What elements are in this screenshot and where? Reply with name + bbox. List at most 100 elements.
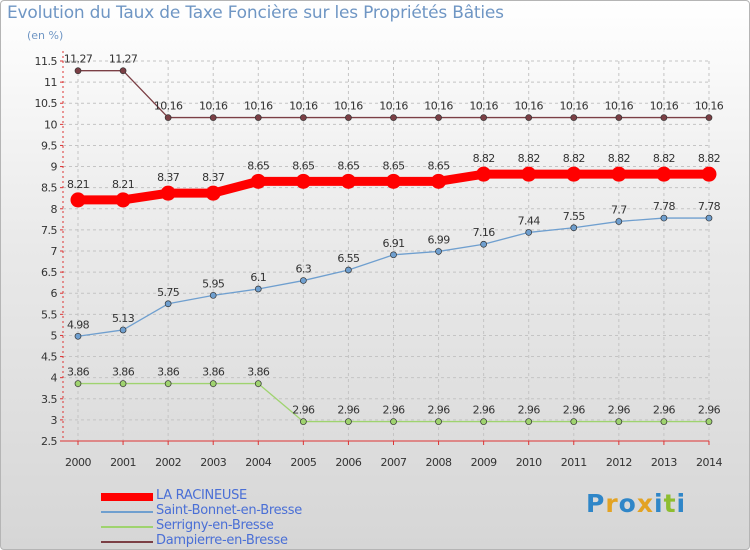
data-label: 10.16 (514, 100, 543, 113)
legend-swatch (101, 541, 153, 543)
data-label: 3.86 (202, 366, 225, 379)
data-label: 8.65 (292, 159, 315, 172)
data-label: 8.82 (653, 152, 675, 165)
data-label: 10.16 (605, 100, 634, 113)
data-label: 10.16 (424, 100, 453, 113)
data-label: 8.82 (473, 152, 495, 165)
data-label: 7.78 (698, 200, 721, 213)
y-tick-label: 6 (51, 287, 58, 300)
y-tick-label: 3.5 (41, 393, 57, 406)
data-point (525, 229, 533, 236)
data-point (615, 114, 623, 121)
data-point (345, 114, 352, 121)
data-point (525, 418, 533, 425)
data-label: 8.65 (337, 159, 360, 172)
data-point (611, 166, 627, 182)
data-point (521, 166, 537, 182)
data-label: 8.37 (157, 171, 180, 184)
data-point (254, 114, 262, 121)
data-label: 10.16 (154, 100, 183, 113)
data-label: 6.91 (382, 237, 404, 250)
data-label: 10.16 (289, 100, 318, 113)
data-label: 10.16 (334, 100, 363, 113)
data-label: 8.65 (428, 159, 451, 172)
data-point (480, 240, 487, 248)
data-label: 10.16 (244, 100, 273, 113)
legend-swatch (101, 511, 153, 513)
y-tick-label: 10.5 (35, 97, 58, 110)
data-label: 3.86 (112, 366, 135, 379)
legend-label: Serrigny-en-Bresse (156, 518, 274, 533)
data-label: 7.44 (518, 214, 541, 227)
data-label: 3.86 (157, 366, 180, 379)
data-label: 10.16 (199, 100, 228, 113)
data-point (160, 185, 176, 201)
data-point (701, 166, 717, 182)
data-label: 2.96 (518, 404, 541, 417)
data-point (390, 418, 397, 425)
data-point (250, 173, 266, 189)
data-point (660, 418, 668, 425)
x-tick-label: 2009 (471, 456, 497, 469)
x-tick-label: 2014 (696, 456, 722, 469)
data-point (164, 300, 172, 308)
data-point (570, 224, 578, 232)
y-tick-label: 9 (51, 161, 58, 174)
x-tick-label: 2000 (65, 456, 91, 469)
data-point (209, 291, 217, 299)
data-point (431, 173, 447, 189)
data-point (300, 277, 307, 284)
data-point (340, 173, 356, 189)
y-tick-label: 8 (51, 203, 58, 216)
y-tick-label: 6.5 (41, 266, 57, 279)
y-tick-label: 8.5 (41, 182, 57, 195)
legend-label: LA RACINEUSE (156, 488, 247, 503)
data-point (115, 192, 131, 208)
data-point (480, 418, 487, 425)
data-point (570, 114, 578, 121)
data-label: 8.37 (202, 171, 225, 184)
data-label: 11.27 (109, 53, 138, 66)
data-point (205, 185, 221, 201)
data-point (705, 418, 713, 425)
data-point (435, 248, 442, 255)
data-label: 5.13 (112, 312, 135, 325)
data-point (209, 380, 217, 387)
data-point (660, 214, 668, 222)
data-label: 2.96 (382, 404, 405, 417)
y-tick-label: 2.5 (41, 435, 57, 448)
data-label: 8.65 (247, 159, 270, 172)
data-point (295, 173, 311, 189)
data-label: 8.65 (382, 159, 405, 172)
y-tick-label: 7.5 (41, 224, 57, 237)
y-tick-label: 7 (51, 245, 58, 258)
data-point (74, 380, 82, 387)
data-label: 7.55 (563, 210, 586, 223)
data-label: 6.55 (337, 252, 360, 265)
data-point (390, 251, 397, 259)
legend-label: Dampierre-en-Bresse (156, 533, 288, 548)
data-label: 2.96 (563, 404, 586, 417)
data-label: 3.86 (67, 366, 90, 379)
data-point (435, 114, 442, 121)
y-tick-label: 4.5 (41, 351, 57, 364)
x-tick-label: 2007 (380, 456, 406, 469)
data-label: 2.96 (473, 404, 496, 417)
data-point (476, 166, 492, 182)
x-tick-label: 2004 (245, 456, 271, 469)
data-label: 7.7 (611, 203, 627, 216)
proxiti-logo: Proxiti (586, 489, 687, 518)
data-label: 3.86 (247, 366, 270, 379)
y-tick-label: 11.5 (35, 55, 58, 68)
data-point (119, 67, 127, 75)
data-label: 8.21 (67, 178, 89, 191)
y-tick-label: 5.5 (41, 308, 57, 321)
data-point (300, 418, 307, 425)
data-label: 10.16 (560, 100, 589, 113)
data-point (74, 332, 82, 340)
data-label: 2.96 (608, 404, 631, 417)
data-label: 6.1 (250, 271, 266, 284)
data-label: 10.16 (469, 100, 498, 113)
data-label: 2.96 (292, 404, 315, 417)
data-label: 2.96 (653, 404, 676, 417)
